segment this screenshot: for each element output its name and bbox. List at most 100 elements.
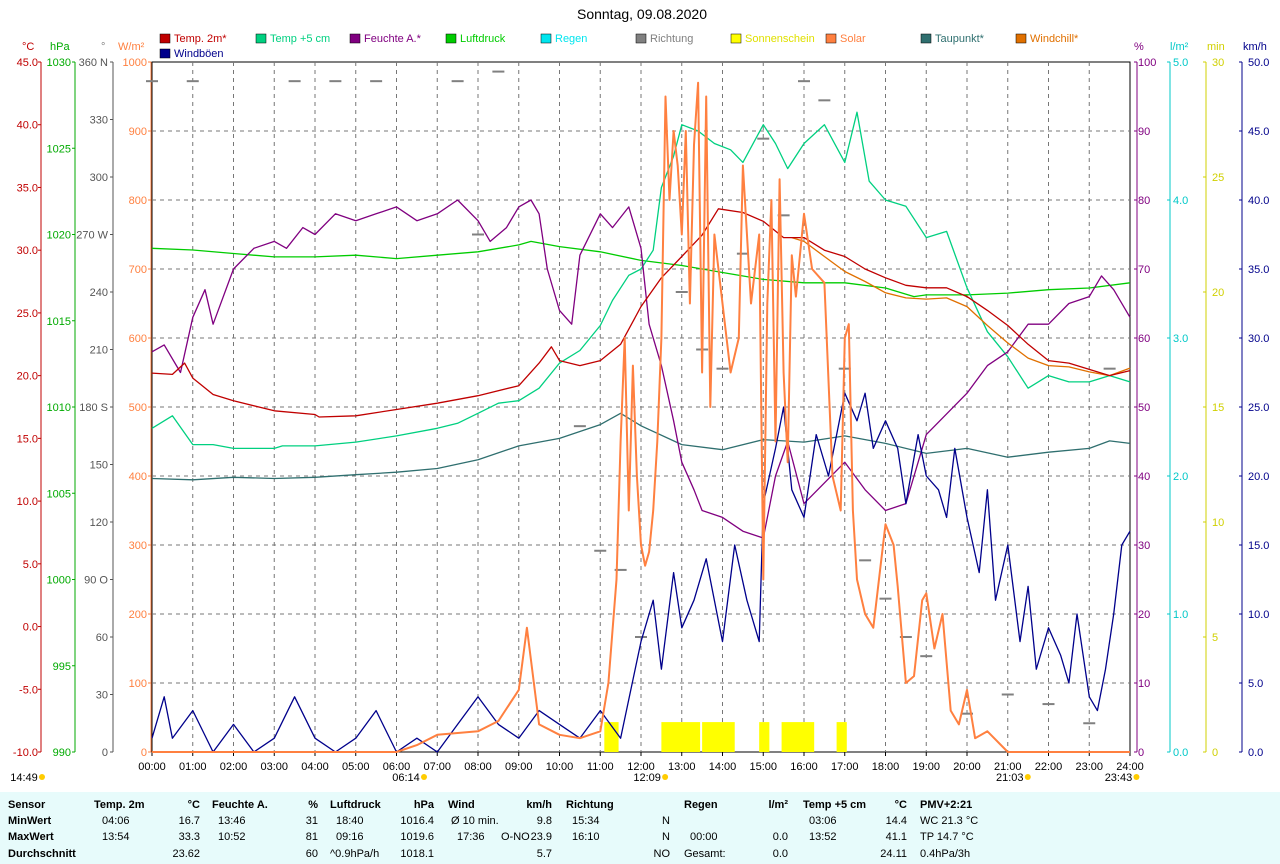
axis-tick-label: 30.0 [1248, 333, 1269, 345]
stats-header: Regen [684, 799, 718, 811]
axis-tick-label: 100 [1138, 57, 1156, 69]
axis-tick-label: 5.0 [1248, 678, 1263, 690]
axis-tick-label: 35.0 [1248, 264, 1269, 276]
stats-unit: °C [894, 799, 907, 811]
direction-mark [818, 99, 831, 102]
time-tick-label: 21:00 [994, 761, 1022, 773]
direction-mark [798, 80, 810, 83]
axis-tick-label: 1025 [47, 143, 71, 155]
legend-label: Sonnenschein [745, 33, 815, 45]
stats-time: 18:40 [336, 815, 364, 827]
legend-swatch [445, 33, 457, 44]
stats-temp2m-column: Temp. 2m °C 04:06 13:54 16.7 33.3 23.62 [94, 792, 200, 864]
sun-marker-icon [1024, 774, 1031, 780]
stats-row-label: MinWert [8, 815, 52, 827]
axis-tick-label: 70 [1138, 264, 1150, 276]
stats-header: Temp +5 cm [803, 799, 867, 811]
stats-header: Richtung [566, 799, 614, 811]
axis-unit-label: W/m² [118, 41, 145, 53]
stats-value: 1016.4 [400, 815, 434, 827]
axis-tick-label: 10.0 [17, 496, 38, 508]
chart-title: Sonntag, 09.08.2020 [577, 6, 707, 22]
time-tick-label: 02:00 [220, 761, 248, 773]
axis-tick-label: 60 [1138, 333, 1150, 345]
axis-tick-label: 90 O [84, 575, 108, 587]
sunshine-bar [702, 722, 735, 752]
stats-time: 09:16 [336, 831, 364, 843]
direction-mark [1042, 703, 1055, 706]
direction-mark [859, 559, 872, 562]
stats-unit: km/h [526, 799, 552, 811]
axis-tick-label: 210 [90, 345, 108, 357]
sun-marker-icon [421, 774, 428, 780]
legend-label: Windböen [174, 48, 224, 60]
time-tick-label: 18:00 [872, 761, 900, 773]
direction-mark [961, 712, 973, 715]
legend-label: Regen [555, 33, 587, 45]
axis-tick-label: 1000 [123, 57, 147, 69]
stats-header: Luftdruck [330, 799, 381, 811]
stats-unit: % [308, 799, 318, 811]
sun-moon-markers: 14:49 06:14 12:09 21:03 23:43 [10, 772, 1140, 784]
stats-value: 5.7 [536, 848, 552, 860]
axis-tick-label: 300 [90, 172, 108, 184]
time-tick-label: 20:00 [953, 761, 981, 773]
time-tick-label: 12:00 [627, 761, 655, 773]
axis-tick-label: 25.0 [17, 308, 38, 320]
time-tick-label: 23:00 [1075, 761, 1103, 773]
axis-tick-label: 700 [129, 264, 147, 276]
stats-value: 0.0 [772, 831, 788, 843]
axis-tick-label: 180 S [79, 402, 108, 414]
axis-tick-label: 120 [90, 517, 108, 529]
series-line-windchill [791, 236, 1131, 377]
series-lines [151, 81, 1131, 753]
axis-tick-label: 300 [129, 540, 147, 552]
legend-swatch [730, 33, 742, 44]
moonrise-label: 14:49 [10, 772, 38, 784]
series-line-temp-2m [151, 208, 1131, 418]
stats-time: 13:46 [218, 815, 246, 827]
stats-value: 60 [305, 848, 318, 860]
direction-mark [716, 367, 729, 370]
axis-tick-label: 995 [53, 661, 71, 673]
sunshine-bar [661, 722, 701, 752]
axis-tick-label: 30 [1212, 57, 1224, 69]
time-tick-label: 07:00 [423, 761, 451, 773]
axis-tick-label: 800 [129, 195, 147, 207]
legend-swatch [540, 33, 552, 44]
direction-mark [288, 80, 301, 83]
legend-label: Windchill* [1030, 33, 1079, 45]
stats-value: 41.1 [885, 831, 907, 843]
axis-tick-label: 360 N [79, 57, 108, 69]
stats-time: Ø 10 min. [451, 815, 499, 827]
sun-marker-icon [662, 774, 669, 780]
time-tick-label: 11:00 [587, 761, 614, 773]
legend-swatch [635, 33, 647, 44]
axis-tick-label: 45.0 [17, 57, 38, 69]
axis-unit-label: min [1207, 41, 1225, 53]
legend-label: Temp +5 cm [270, 33, 330, 45]
axis-tick-label: 10.0 [1248, 609, 1269, 621]
time-tick-label: 04:00 [301, 761, 329, 773]
stats-sensor-header: Sensor [8, 799, 46, 811]
time-tick-label: 01:00 [179, 761, 207, 773]
axis-tick-label: 1020 [47, 230, 71, 242]
stats-total-label: Gesamt: [684, 848, 726, 860]
stats-pressure-column: Luftdruck hPa 18:40 09:16 ^0.9hPa/h 1016… [330, 792, 434, 864]
time-tick-label: 08:00 [464, 761, 492, 773]
stats-wind-column: Wind km/h Ø 10 min. 17:36 O-NO 9.8 23.9 … [448, 792, 552, 864]
sunshine-bar [781, 722, 815, 752]
stats-value: NO [653, 848, 671, 860]
time-tick-label: 22:00 [1035, 761, 1063, 773]
series-line-solar [152, 81, 1130, 753]
stats-pmv-line: 0.4hPa/3h [920, 848, 971, 860]
axis-tick-label: 45.0 [1248, 126, 1269, 138]
stats-time: 03:06 [809, 815, 837, 827]
stats-sensor-column: Sensor MinWert MaxWert Durchschnitt [8, 792, 88, 864]
sunshine-bar [759, 722, 770, 752]
axis-tick-label: 0 [1212, 747, 1218, 759]
legend-label: Temp. 2m* [174, 33, 227, 45]
axis-tick-label: 0.0 [1248, 747, 1263, 759]
axis-tick-label: 100 [129, 678, 147, 690]
axis-tick-label: -5.0 [19, 684, 38, 696]
